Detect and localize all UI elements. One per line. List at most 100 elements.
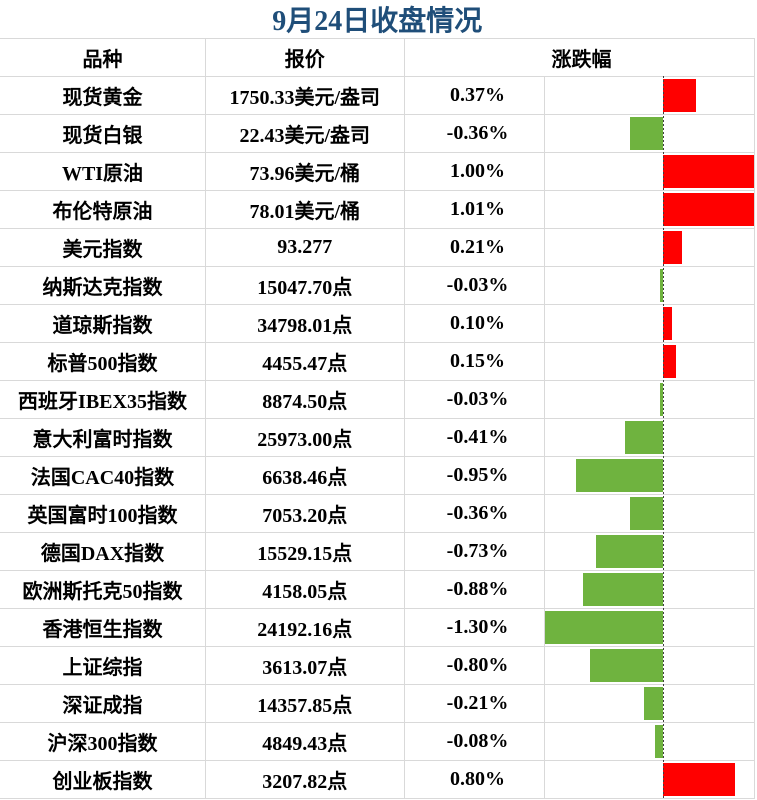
column-header-change: 涨跌幅 (404, 38, 755, 77)
change-cell: -0.80% (404, 646, 545, 685)
quote-cell: 15529.15点 (206, 532, 405, 571)
quote-cell: 24192.16点 (206, 608, 405, 647)
change-cell: -0.88% (404, 570, 545, 609)
change-cell: -0.41% (404, 418, 545, 457)
variety-cell: 法国CAC40指数 (0, 456, 206, 495)
negative-change-bar (629, 116, 663, 150)
variety-cell: 标普500指数 (0, 342, 206, 381)
variety-cell: 上证综指 (0, 646, 206, 685)
change-bar-cell (544, 570, 755, 609)
quote-cell: 6638.46点 (206, 456, 405, 495)
variety-cell: 现货黄金 (0, 76, 206, 115)
change-bar-cell (544, 342, 755, 381)
change-bar-cell (544, 418, 755, 457)
positive-change-bar (662, 344, 677, 378)
variety-cell: 纳斯达克指数 (0, 266, 206, 305)
variety-cell: 创业板指数 (0, 760, 206, 799)
change-cell: -0.36% (404, 114, 545, 153)
change-bar-cell (544, 190, 755, 229)
variety-cell: 欧洲斯托克50指数 (0, 570, 206, 609)
table-grid: 品种 报价 涨跌幅 现货黄金 1750.33美元/盎司 0.37% 现货白银 22.43… (0, 37, 755, 799)
column-header-variety: 品种 (0, 38, 206, 77)
quote-cell: 3207.82点 (206, 760, 405, 799)
column-header-quote: 报价 (206, 38, 405, 77)
negative-change-bar (625, 420, 663, 454)
positive-change-bar (662, 762, 736, 796)
quote-cell: 14357.85点 (206, 684, 405, 723)
change-cell: -0.36% (404, 494, 545, 533)
change-cell: 0.21% (404, 228, 545, 267)
change-bar-cell (544, 684, 755, 723)
negative-change-bar (659, 382, 663, 416)
negative-change-bar (576, 458, 663, 492)
variety-cell: 现货白银 (0, 114, 206, 153)
change-cell: 1.01% (404, 190, 545, 229)
negative-change-bar (582, 572, 663, 606)
quote-cell: 3613.07点 (206, 646, 405, 685)
change-cell: -0.03% (404, 380, 545, 419)
change-cell: -0.03% (404, 266, 545, 305)
change-bar-cell (544, 494, 755, 533)
change-bar-cell (544, 646, 755, 685)
negative-change-bar (629, 496, 663, 530)
change-bar-cell (544, 304, 755, 343)
change-bar-cell (544, 532, 755, 571)
change-bar-cell (544, 266, 755, 305)
quote-cell: 78.01美元/桶 (206, 190, 405, 229)
change-bar-cell (544, 608, 755, 647)
variety-cell: 布伦特原油 (0, 190, 206, 229)
variety-cell: 深证成指 (0, 684, 206, 723)
quote-cell: 4849.43点 (206, 722, 405, 761)
negative-change-bar (544, 610, 663, 644)
quote-cell: 34798.01点 (206, 304, 405, 343)
negative-change-bar (589, 648, 663, 682)
variety-cell: 西班牙IBEX35指数 (0, 380, 206, 419)
negative-change-bar (655, 724, 663, 758)
variety-cell: 道琼斯指数 (0, 304, 206, 343)
change-cell: 0.37% (404, 76, 545, 115)
quote-cell: 4455.47点 (206, 342, 405, 381)
quote-cell: 22.43美元/盎司 (206, 114, 405, 153)
change-bar-cell (544, 722, 755, 761)
variety-cell: 沪深300指数 (0, 722, 206, 761)
quote-cell: 25973.00点 (206, 418, 405, 457)
variety-cell: 美元指数 (0, 228, 206, 267)
quote-cell: 73.96美元/桶 (206, 152, 405, 191)
change-bar-cell (544, 760, 755, 799)
change-cell: -1.30% (404, 608, 545, 647)
change-bar-cell (544, 380, 755, 419)
change-cell: -0.73% (404, 532, 545, 571)
variety-cell: 英国富时100指数 (0, 494, 206, 533)
change-bar-cell (544, 114, 755, 153)
negative-change-bar (659, 268, 663, 302)
variety-cell: 香港恒生指数 (0, 608, 206, 647)
page-title: 9月24日收盘情况 (272, 5, 483, 37)
quote-cell: 15047.70点 (206, 266, 405, 305)
change-bar-cell (544, 456, 755, 495)
positive-change-bar (662, 78, 697, 112)
change-cell: 1.00% (404, 152, 545, 191)
variety-cell: 德国DAX指数 (0, 532, 206, 571)
variety-cell: 意大利富时指数 (0, 418, 206, 457)
positive-change-bar (662, 154, 754, 188)
quote-cell: 1750.33美元/盎司 (206, 76, 405, 115)
negative-change-bar (596, 534, 663, 568)
quote-cell: 8874.50点 (206, 380, 405, 419)
change-bar-cell (544, 76, 755, 115)
change-cell: 0.80% (404, 760, 545, 799)
quote-cell: 93.277 (206, 228, 405, 267)
negative-change-bar (643, 686, 663, 720)
change-cell: 0.10% (404, 304, 545, 343)
positive-change-bar (662, 306, 672, 340)
variety-cell: WTI原油 (0, 152, 206, 191)
positive-change-bar (662, 192, 755, 226)
change-bar-cell (544, 228, 755, 267)
change-cell: -0.21% (404, 684, 545, 723)
change-cell: -0.08% (404, 722, 545, 761)
positive-change-bar (662, 230, 682, 264)
zero-axis-line (662, 75, 664, 798)
change-bar-cell (544, 152, 755, 191)
quote-cell: 7053.20点 (206, 494, 405, 533)
